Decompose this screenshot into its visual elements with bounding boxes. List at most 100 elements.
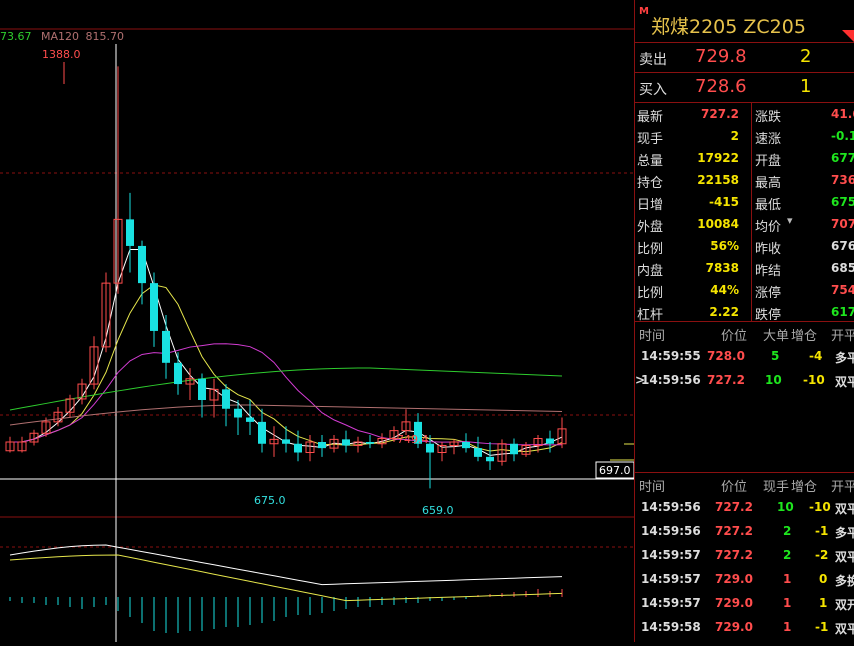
big-order-row[interactable]: >14:59:56 727.2 10 -10 双平 [635,368,854,392]
tick-price: 727.2 [715,500,753,514]
order-chg: -10 [803,373,825,387]
order-time: 14:59:56 [641,373,701,387]
stat-row: 总量 17922 开盘 677 [635,148,854,170]
candle-body [437,445,447,453]
stat-label-2: 昨结 [755,264,782,279]
kline-chart[interactable]: 1388.0 749.4 675.0 659.0 697.0 73.67 MA120 8… [0,0,635,642]
ma120-value: 815.70 [85,30,125,43]
candle-body [294,443,302,453]
candle-body [426,443,434,453]
candle-body [222,389,230,409]
order-time: 14:59:55 [641,349,701,363]
ma120-label: MA120 [41,30,80,43]
candle-body [17,441,27,452]
stat-label: 总量 [637,154,664,169]
column-header: 开平 [831,329,854,344]
candle-body [521,445,531,455]
tick-chg: -2 [815,548,829,562]
tick-row[interactable]: 14:59:57 727.2 2 -2 双平 [635,543,854,567]
candle-body [557,428,567,445]
stat-value-2: 675 [831,195,854,209]
ask-row[interactable]: 卖出 729.8 2 [635,43,854,73]
candle-body [533,438,543,446]
stat-label-2: 昨收 [755,242,782,257]
tick-time: 14:59:56 [641,500,701,514]
candle-body [41,421,51,434]
candle-body [162,330,170,363]
stat-value-2: 754 [831,283,854,297]
tick-time: 14:59:57 [641,548,701,562]
tick-chg: -10 [809,500,831,514]
candle-body [329,438,339,449]
order-qty: 5 [771,349,780,363]
stat-value: 7838 [705,261,739,275]
stat-label: 内盘 [637,264,664,279]
ma60-line [9,367,563,411]
candle-body [246,417,254,422]
candle-body [185,378,195,385]
candle-body [89,346,99,385]
tick-row[interactable]: 14:59:56 727.2 10 -10 双平 [635,495,854,519]
candle-body [138,245,146,284]
candle-body [234,408,242,418]
order-price: 727.2 [707,373,745,387]
column-header: 时间 [639,480,666,495]
column-header: 时间 [639,329,666,344]
stat-label-2: 开盘 [755,154,782,169]
avg-price-dropdown-icon[interactable]: ▾ [787,214,793,227]
big-order-list: 时间 价位大单增仓开平 14:59:55 728.0 5 -4 多平 >14:59:56 72… [635,322,854,473]
candle-body [126,219,134,246]
candle-body [101,282,111,348]
corner-triangle-icon [842,30,854,42]
stat-value: 10084 [697,217,739,231]
stat-value: 17922 [697,151,739,165]
tick-qty: 1 [783,596,792,610]
ask-price: 729.8 [695,46,747,67]
stat-label-2: 最低 [755,198,782,213]
stat-row: 比例 56% 昨收 676 [635,236,854,258]
tick-row[interactable]: 14:59:57 729.0 1 1 双开 [635,591,854,615]
stat-row: 内盘 7838 昨结 685 [635,258,854,280]
bid-row[interactable]: 买入 728.6 1 [635,73,854,103]
candle-body [305,441,315,453]
tick-type: 双平 [835,622,854,636]
column-header: 价位 [721,329,748,344]
big-order-row[interactable]: 14:59:55 728.0 5 -4 多平 [635,344,854,368]
stat-row: 最新 727.2 涨跌 41.6/6.07 [635,104,854,126]
tick-row[interactable]: 14:59:57 729.0 1 0 多换 [635,567,854,591]
tick-type: 双平 [835,550,854,564]
stat-value-2: 41.6/6.07 [831,107,854,121]
stat-row: 现手 2 速涨 -0.16 [635,126,854,148]
tick-row[interactable]: 14:59:56 727.2 2 -1 多平 [635,519,854,543]
tick-list: 时间价位现手增仓开平 14:59:56727.210-10双平14:59:567… [635,473,854,639]
tick-qty: 1 [783,620,792,634]
tick-time: 14:59:56 [641,524,701,538]
stat-label: 持仓 [637,176,664,191]
tick-time: 14:59:58 [641,620,701,634]
stat-value: -415 [708,195,739,209]
tick-row[interactable]: 14:59:58 729.0 1 -1 双平 [635,615,854,639]
candle-body [546,438,554,444]
kline-chart-canvas[interactable]: 1388.0 749.4 675.0 659.0 697.0 [0,0,635,642]
stat-label-2: 最高 [755,176,782,191]
stat-value-2: 677 [831,151,854,165]
stat-label: 现手 [637,132,664,147]
candle-body [150,283,158,331]
tick-header: 时间 价位现手增仓开平 [635,473,854,495]
macd-dif-line [9,544,563,586]
candle-body [377,438,387,445]
candle-body [474,448,482,457]
contract-name[interactable]: 郑煤2205 ZC205 [651,16,806,38]
macd-dea-line [9,554,563,602]
tick-chg: -1 [815,620,829,634]
candle-body [486,456,494,462]
stat-value-2: 676 [831,239,854,253]
tick-qty: 2 [783,548,792,562]
tick-qty: 1 [783,572,792,586]
stat-value: 22158 [697,173,739,187]
stat-row: 杠杆 2.22 跌停 617 [635,302,854,324]
stat-value-2: 685 [831,261,854,275]
stat-value: 44% [710,283,739,297]
column-header: 大单 [763,329,790,344]
candle-body [174,362,182,385]
